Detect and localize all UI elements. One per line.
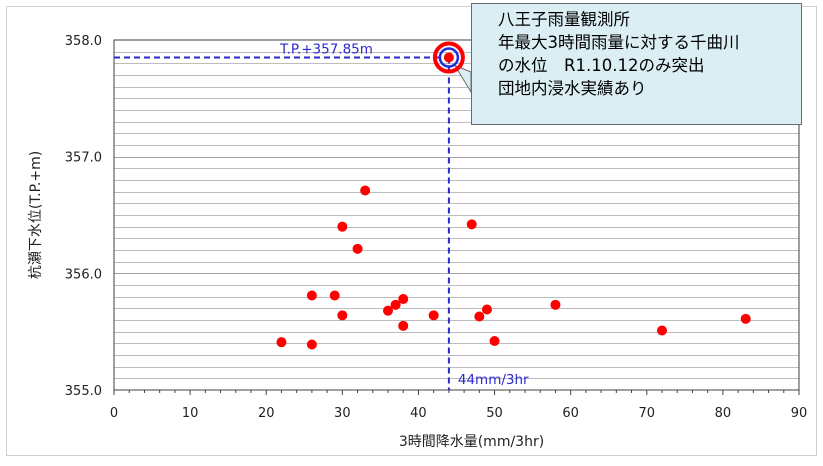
y-reference-label: T.P.+357.85m <box>279 42 373 58</box>
data-point <box>657 325 667 336</box>
plot-area-border <box>113 39 800 391</box>
y-tick-label: 355.0 <box>65 384 102 399</box>
x-tick-label: 80 <box>715 406 732 421</box>
x-tick-label: 50 <box>486 406 503 421</box>
data-point <box>550 299 561 310</box>
callout-line-3: の水位 R1.10.12のみ突出 <box>498 56 705 75</box>
highlight-point <box>444 53 454 62</box>
callout-line-4: 団地内浸水実績あり <box>498 79 647 98</box>
x-axis-label: 3時間降水量(mm/3hr) <box>399 434 544 450</box>
x-tick-label: 0 <box>110 406 118 421</box>
callout-line-2: 年最大3時間雨量に対する千曲川 <box>498 33 740 52</box>
y-tick-label: 356.0 <box>65 267 102 282</box>
y-tick-label: 358.0 <box>65 34 102 49</box>
highlight-inner-ring <box>438 47 460 68</box>
data-point <box>481 304 492 315</box>
data-point <box>474 311 485 322</box>
data-point <box>428 310 439 321</box>
data-point <box>337 310 348 321</box>
y-tick-label: 357.0 <box>65 151 102 166</box>
data-point <box>306 339 317 350</box>
x-tick-label: 20 <box>258 406 275 421</box>
x-tick-label: 40 <box>410 406 427 421</box>
y-axis-label: 杭瀬下水位(T.P.+m) <box>28 151 44 279</box>
x-tick-label: 30 <box>334 406 351 421</box>
x-tick-label: 90 <box>791 406 808 421</box>
annotation-callout: 八王子雨量観測所 年最大3時間雨量に対する千曲川 の水位 R1.10.12のみ突… <box>471 3 802 125</box>
x-tick-label: 10 <box>182 406 199 421</box>
data-point <box>329 290 340 301</box>
data-point <box>466 219 477 230</box>
data-point <box>306 290 317 301</box>
x-tick-label: 60 <box>562 406 579 421</box>
data-point <box>489 336 500 346</box>
data-point <box>398 294 409 304</box>
data-point <box>360 185 371 196</box>
data-point <box>383 305 393 316</box>
data-point <box>352 243 363 254</box>
highlight-ring <box>432 41 465 74</box>
x-tick-label: 70 <box>639 406 656 421</box>
data-point <box>398 320 409 331</box>
data-point <box>390 299 401 310</box>
data-point <box>276 337 287 348</box>
data-point <box>337 221 348 232</box>
data-point <box>740 313 751 324</box>
x-reference-label: 44mm/3hr <box>458 372 529 388</box>
callout-line-1: 八王子雨量観測所 <box>498 10 630 29</box>
